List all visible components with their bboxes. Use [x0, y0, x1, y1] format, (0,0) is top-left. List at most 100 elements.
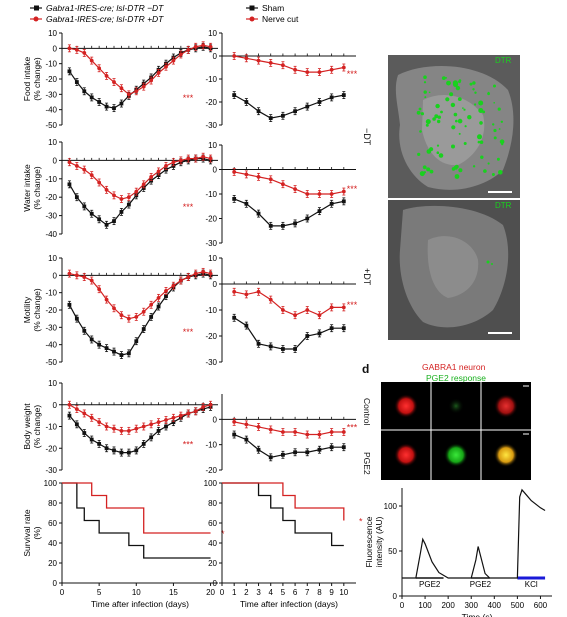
legend-sham-marker: [249, 5, 255, 11]
dtr-positive-cell: [455, 119, 458, 123]
dtr-positive-cell: [480, 155, 484, 159]
water-left-point-red: [141, 182, 146, 187]
panel-d-letter: d: [362, 362, 370, 376]
dtr-positive-cell: [432, 117, 436, 121]
food-left-point-red: [193, 44, 198, 49]
motility-left-y-tick-label: -20: [45, 306, 57, 315]
food-left-y-label-unit: (% change): [32, 57, 42, 101]
water-right-point-black: [305, 216, 310, 221]
legend-black-marker: [34, 5, 39, 11]
water-left-y-label-main: Water intake: [22, 164, 32, 212]
water-right-point-red: [281, 182, 285, 187]
water-left-y-tick-label: 0: [53, 156, 58, 165]
motility-left-y-label-unit: (% change): [32, 288, 42, 332]
motility-left-y-tick-label: 0: [53, 271, 58, 280]
dtr-positive-cell: [472, 81, 476, 85]
food-left-point-red: [156, 70, 161, 75]
fluor-y-label: Fluorescenceintensity (AU): [364, 516, 384, 567]
survival-left-survival-black: [62, 482, 211, 559]
micro-minus-dt-image: [388, 55, 520, 198]
survival-right-y-tick-label: 40: [208, 539, 217, 548]
bodyweight-left-point-black: [112, 448, 116, 453]
bodyweight-left-point-black: [156, 428, 161, 433]
food-left-point-red: [82, 51, 87, 55]
fluor-y-tick-label: 0: [393, 592, 398, 601]
food-left-point-black: [119, 101, 124, 106]
dtr-positive-cell: [498, 128, 501, 130]
water-right-point-black: [244, 201, 249, 206]
micro-plus-dt-stain: DTR: [495, 201, 512, 210]
dtr-positive-cell: [452, 80, 458, 86]
bodyweight-right-point-red: [244, 422, 249, 427]
bodyweight-left-point-black: [164, 424, 168, 429]
legend-right-red: Nerve cut: [262, 14, 299, 24]
dtr-positive-cell: [498, 170, 503, 175]
bodyweight-left-point-red: [134, 426, 139, 431]
water-left-significance: ***: [183, 202, 194, 212]
motility-left-point-black: [126, 351, 131, 356]
dtr-positive-cell: [440, 110, 443, 114]
water-right-point-black: [232, 197, 237, 201]
legend-left-red: Gabra1-IRES-cre; lsl-DTR +DT: [46, 14, 164, 24]
food-left-point-red: [186, 47, 191, 52]
food-left-point-red: [104, 74, 109, 78]
survival-right-x-tick-label: 5: [281, 588, 286, 597]
dtr-positive-cell: [436, 151, 440, 154]
survival-left-y-tick-label: 20: [48, 559, 57, 568]
motility-left-point-black: [97, 342, 102, 347]
motility-left-point-black: [119, 353, 124, 357]
dtr-positive-cell: [479, 140, 484, 144]
motility-left-point-red: [171, 283, 176, 288]
bodyweight-left-point-black: [82, 431, 87, 435]
bodyweight-left-point-red: [74, 407, 79, 411]
survival-left-x-label: Time after infection (days): [91, 599, 189, 609]
motility-left-point-red: [141, 309, 146, 314]
water-right-point-red: [268, 177, 273, 182]
fluor-y-label-2: intensity (AU): [374, 516, 384, 567]
motility-left-point-black: [82, 328, 87, 333]
dtr-positive-cell: [449, 92, 454, 97]
dtr-positive-cell: [457, 97, 462, 101]
dtr-positive-cell: [479, 121, 483, 125]
food-right-point-red: [268, 61, 273, 65]
water-left-point-black: [126, 202, 131, 207]
motility-left-y-tick-label: -50: [45, 358, 57, 367]
bodyweight-left-y-label-unit: (% change): [32, 405, 42, 449]
water-right-y-tick-label: -10: [205, 190, 217, 199]
panel-d-row-pge2: PGE2: [362, 452, 372, 475]
water-left-point-red: [97, 180, 102, 185]
food-left-y-tick-label: -30: [45, 90, 57, 99]
water-left-point-black: [112, 219, 116, 224]
food-left-y-tick-label: -20: [45, 75, 57, 84]
bodyweight-left-point-black: [97, 442, 102, 446]
water-right-y-tick-label: 0: [213, 166, 218, 175]
water-left-point-red: [126, 195, 131, 200]
food-right-point-red: [244, 56, 249, 61]
motility-right-y-tick-label: 10: [208, 254, 217, 263]
dtr-positive-cell: [467, 115, 472, 120]
water-left-point-red: [67, 160, 72, 165]
dtr-positive-cell: [437, 115, 441, 119]
water-left-point-red: [156, 169, 161, 174]
dtr-positive-cell: [463, 142, 467, 145]
motility-left-point-black: [156, 304, 161, 309]
bodyweight-left-point-black: [67, 413, 72, 418]
food-right-point-black: [329, 95, 334, 100]
dtr-positive-cell: [500, 120, 503, 124]
bodyweight-left-point-red: [82, 411, 87, 416]
food-left-y-tick-label: 0: [53, 44, 58, 53]
dtr-positive-cell: [425, 119, 431, 125]
water-left-point-red: [134, 189, 139, 194]
survival-right-x-tick-label: 4: [269, 588, 274, 597]
motility-left-point-red: [74, 273, 79, 278]
fluor-x-tick-label: 300: [465, 601, 479, 610]
food-left-point-black: [67, 69, 72, 74]
fluor-x-tick-label: 100: [418, 601, 432, 610]
food-left-point-red: [112, 80, 116, 84]
water-left-point-black: [89, 211, 94, 216]
motility-left-point-black: [134, 339, 139, 344]
bodyweight-left-y-tick-label: 0: [53, 401, 58, 410]
motility-left-point-black: [74, 316, 79, 321]
cell-pge2-green: [444, 443, 468, 467]
motility-right-point-black: [268, 344, 273, 349]
